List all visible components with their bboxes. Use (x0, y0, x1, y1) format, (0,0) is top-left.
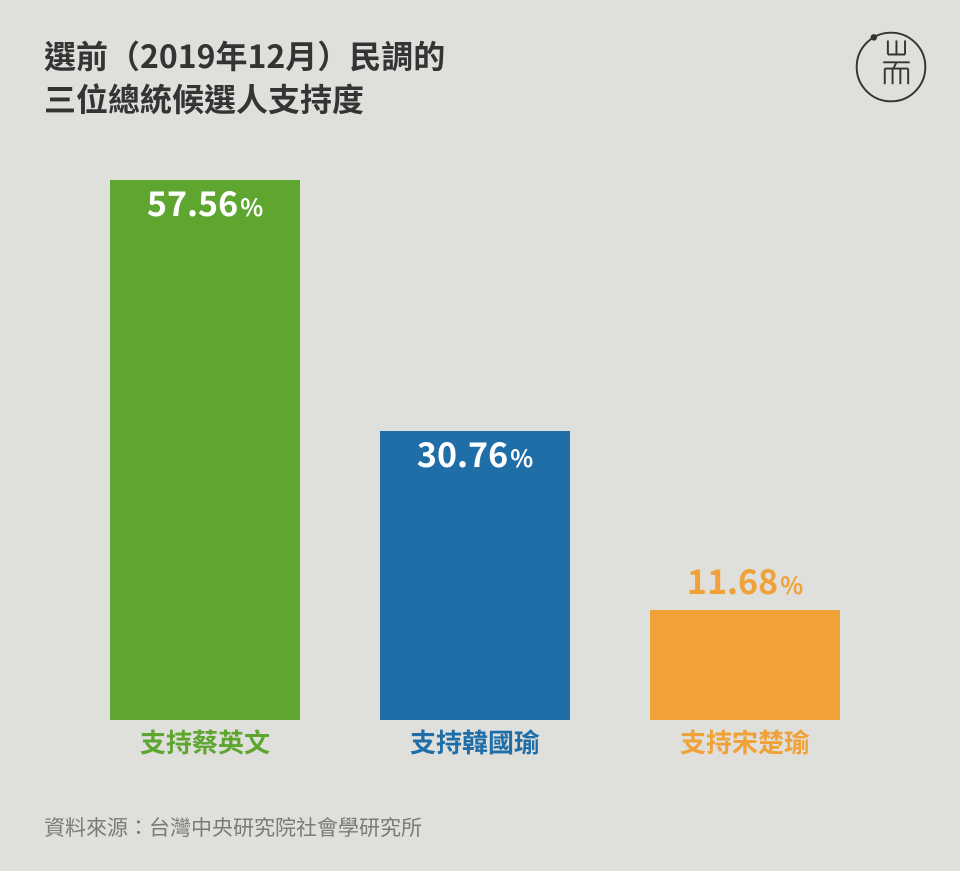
percent-sign: % (510, 439, 533, 474)
bar-value-label: 57.56% (110, 177, 300, 226)
bar-group: 57.56%支持蔡英文 (110, 160, 300, 720)
chart-title: 選前（2019年12月）民調的 三位總統候選人支持度 (44, 34, 445, 120)
bar-value-number: 11.68 (687, 555, 778, 604)
percent-sign: % (780, 566, 803, 601)
bar-x-label: 支持韓國瑜 (410, 723, 540, 760)
bar-value-number: 57.56 (147, 177, 238, 226)
bar-group: 11.68%支持宋楚瑜 (650, 160, 840, 720)
bar (110, 180, 300, 720)
bar-value-label: 30.76% (380, 428, 570, 477)
publisher-logo-icon (852, 28, 930, 106)
bar-value-number: 30.76 (417, 428, 508, 477)
bar-x-label: 支持蔡英文 (140, 723, 270, 760)
bar-x-label: 支持宋楚瑜 (680, 723, 810, 760)
bar (650, 610, 840, 720)
logo-svg (852, 28, 930, 106)
bar-group: 30.76%支持韓國瑜 (380, 160, 570, 720)
percent-sign: % (240, 188, 263, 223)
chart-canvas: 選前（2019年12月）民調的 三位總統候選人支持度 (0, 0, 960, 871)
chart-source: 資料來源：台灣中央研究院社會學研究所 (44, 812, 422, 842)
chart-plot-area: 57.56%支持蔡英文 30.76%支持韓國瑜 11.68%支持宋楚瑜 (110, 160, 880, 740)
bar-value-label: 11.68% (650, 555, 840, 604)
